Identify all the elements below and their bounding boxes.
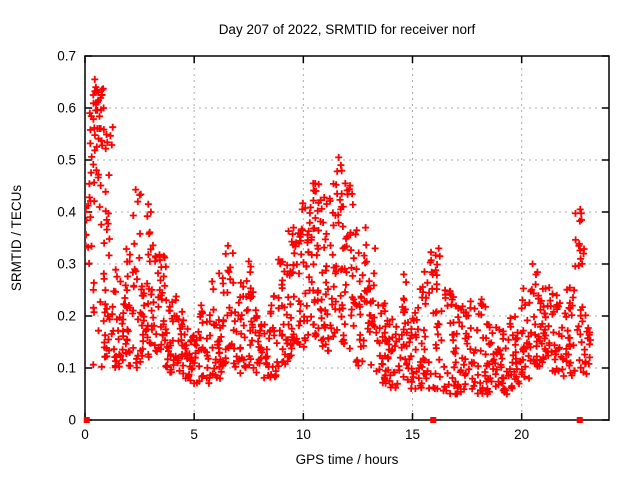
axis-ticks	[84, 55, 609, 421]
x-tick-label: 0	[81, 427, 89, 442]
y-tick-label: 0.1	[57, 361, 76, 376]
y-tick-label: 0.5	[57, 153, 76, 168]
y-axis-label: SRMTID / TECUs	[9, 185, 24, 292]
x-tick-label: 10	[296, 427, 311, 442]
scatter-points	[85, 75, 594, 398]
tick-labels: 0 5 10 15 20 0 0.1 0.2 0.3 0.4 0.5 0.6 0.7	[57, 49, 529, 443]
x-tick-label: 20	[514, 427, 529, 442]
x-axis-label: GPS time / hours	[296, 452, 399, 467]
x-tick-label: 5	[190, 427, 198, 442]
zero-square-marker	[83, 417, 90, 423]
y-tick-label: 0.7	[57, 49, 76, 64]
y-tick-label: 0	[68, 413, 76, 428]
y-tick-label: 0.4	[57, 205, 76, 220]
zero-square-marker	[430, 417, 437, 423]
baseline-square-markers	[83, 417, 583, 423]
y-tick-label: 0.2	[57, 309, 76, 324]
chart-title: Day 207 of 2022, SRMTID for receiver nor…	[219, 22, 476, 37]
x-tick-label: 15	[405, 427, 420, 442]
scatter-plus-markers	[85, 75, 594, 398]
zero-square-marker	[576, 417, 583, 423]
grid-lines	[85, 56, 609, 420]
y-tick-label: 0.6	[57, 101, 76, 116]
y-tick-label: 0.3	[57, 257, 76, 272]
